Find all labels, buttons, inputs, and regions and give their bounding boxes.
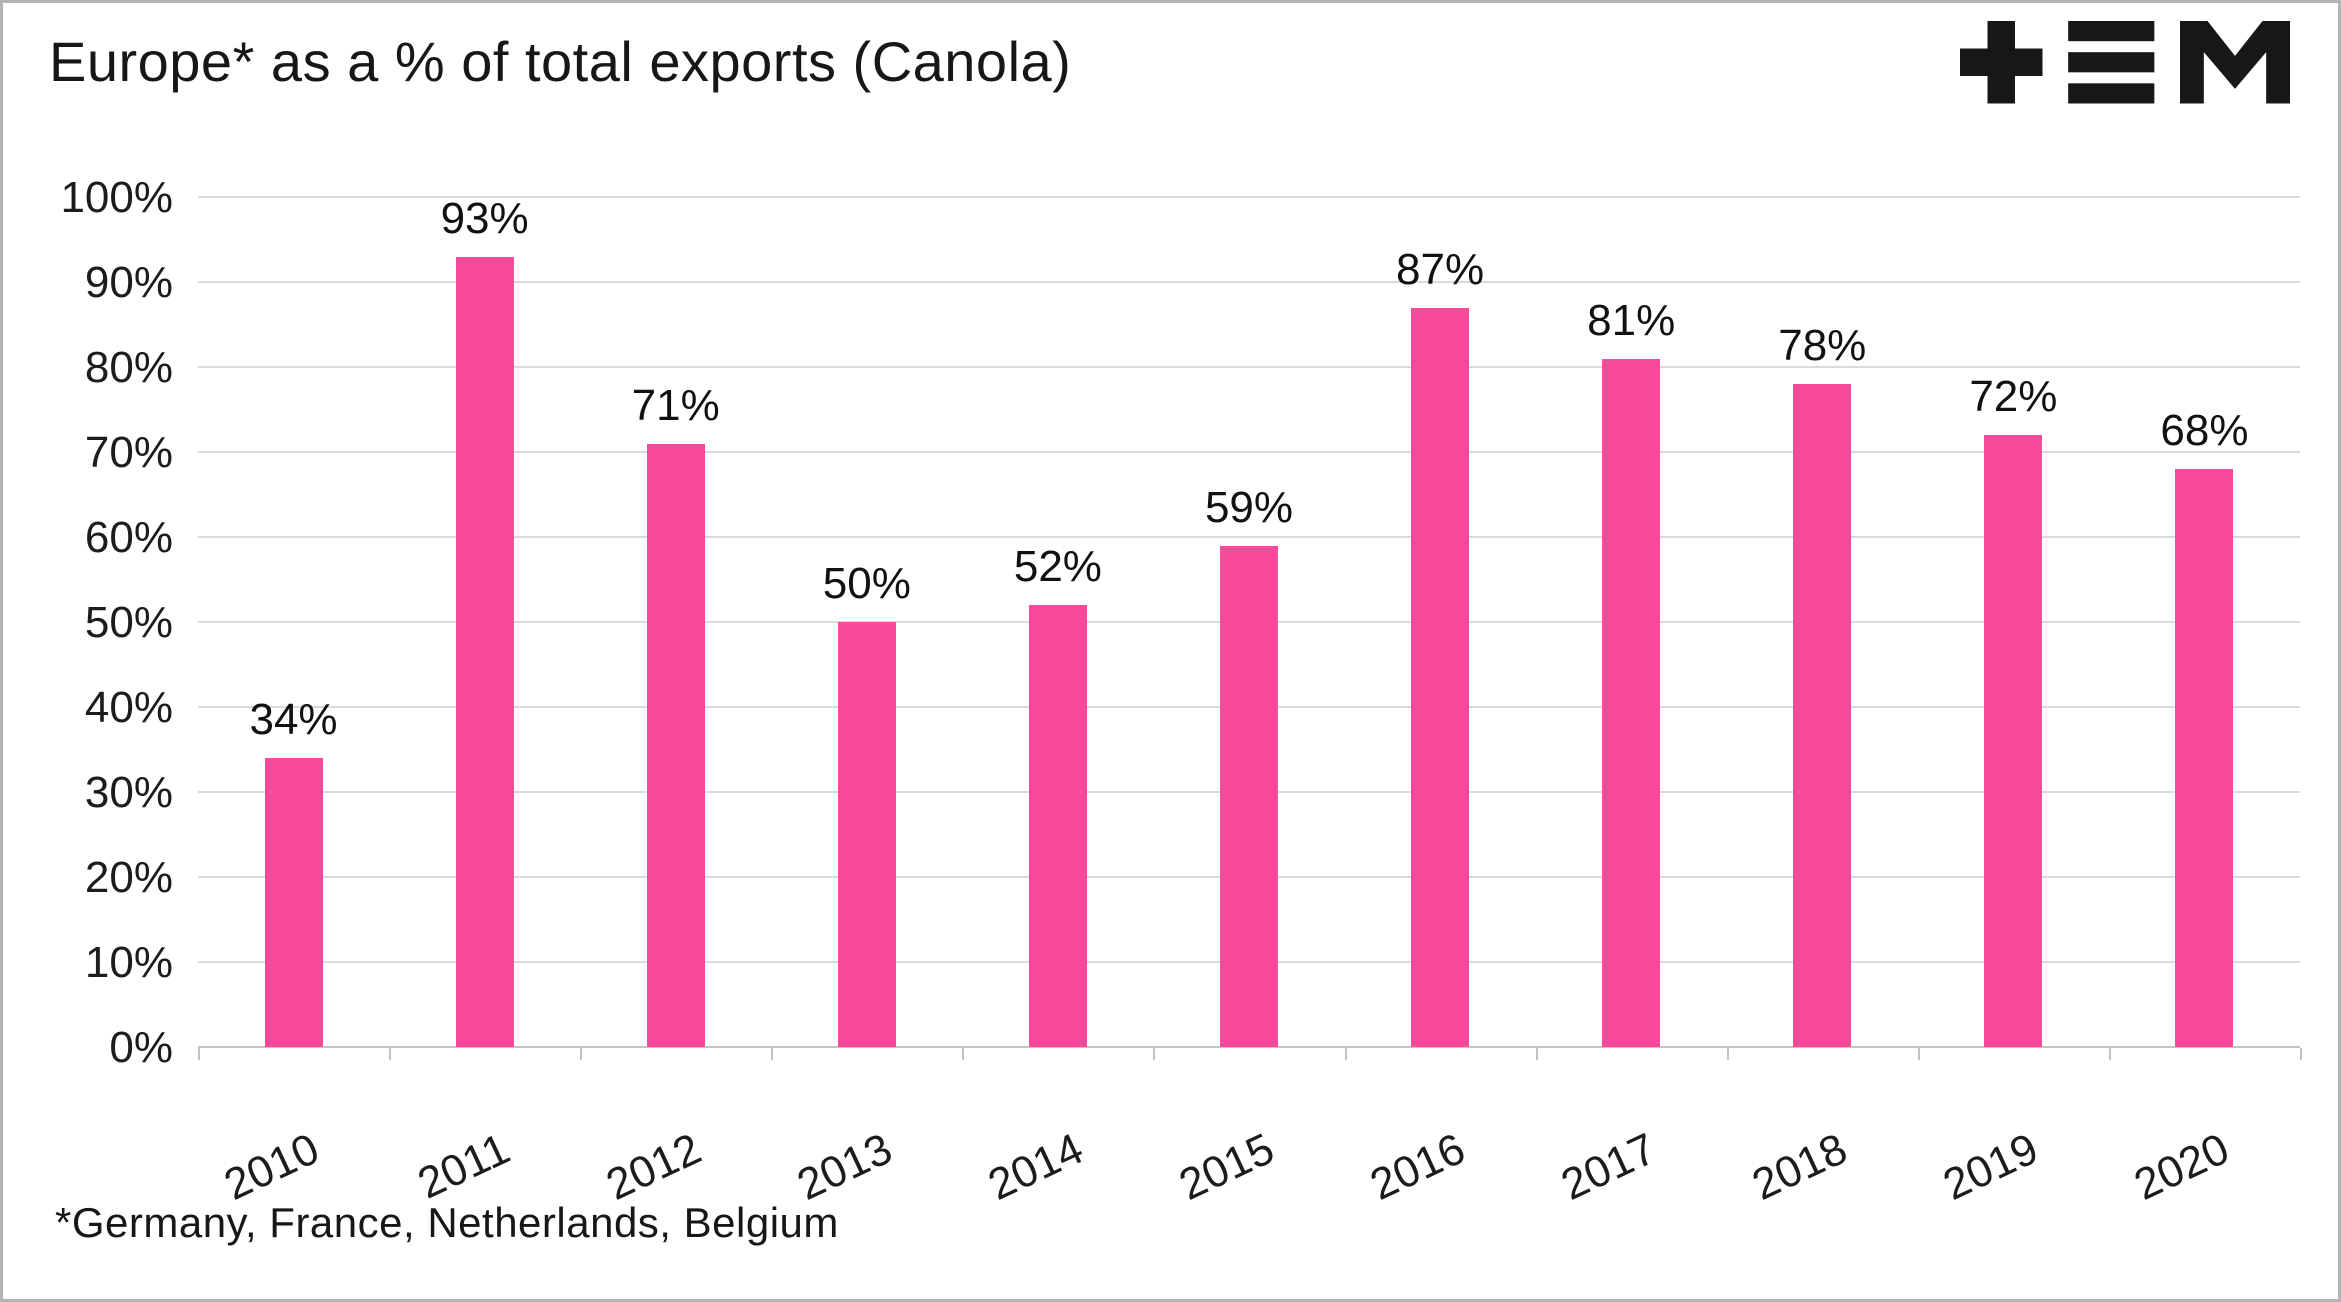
y-tick-label: 60% — [84, 513, 173, 562]
y-axis: 0% 10% 20% 30% 40% 50% 60% 70% 80% 90% 100% — [33, 173, 183, 1072]
value-label-2011: 93% — [440, 193, 529, 243]
value-label-2018: 78% — [1778, 321, 1867, 370]
x-tick-label-2017: 2017 — [1554, 1124, 1664, 1210]
y-tick-label: 0% — [109, 1023, 173, 1072]
x-tick-mark — [2300, 1048, 2302, 1060]
bar-2010 — [264, 758, 323, 1047]
x-tick-mark — [1917, 1048, 1920, 1060]
x-tick-label-2020: 2020 — [2127, 1124, 2237, 1210]
x-tick-mark — [1726, 1048, 1729, 1060]
value-label-2014: 52% — [1013, 542, 1102, 592]
value-label-2013: 50% — [822, 559, 911, 608]
x-tick-label-2012: 2012 — [598, 1124, 709, 1210]
value-label-2010: 34% — [249, 695, 338, 744]
x-tick-mark — [1153, 1048, 1156, 1060]
x-tick-mark — [1344, 1048, 1347, 1060]
x-tick-label-2015: 2015 — [1172, 1124, 1282, 1210]
bar-2015 — [1220, 545, 1278, 1047]
gridline — [198, 196, 2300, 198]
value-label-2015: 59% — [1204, 482, 1294, 532]
x-tick-mark — [580, 1048, 583, 1060]
gridline — [198, 451, 2300, 453]
gridline — [198, 281, 2300, 283]
bar-2011 — [455, 256, 514, 1047]
chart-footnote: *Germany, France, Netherlands, Belgium — [55, 1199, 839, 1246]
x-tick-label-2011: 2011 — [410, 1124, 517, 1209]
y-tick-label: 100% — [60, 173, 173, 222]
bar-2012 — [646, 443, 705, 1047]
x-tick-label-2018: 2018 — [1745, 1124, 1855, 1210]
bar-2017 — [1602, 358, 1661, 1047]
gridline — [198, 366, 2300, 368]
value-label-2017: 81% — [1587, 295, 1676, 345]
tem-logo-icon — [1960, 21, 2290, 104]
x-tick-mark — [389, 1048, 392, 1060]
x-tick-mark — [962, 1048, 965, 1060]
x-tick-label-2016: 2016 — [1363, 1124, 1473, 1210]
x-tick-label-2013: 2013 — [789, 1124, 900, 1210]
value-label-2016: 87% — [1396, 244, 1485, 294]
x-tick-mark — [1535, 1048, 1538, 1060]
y-tick-label: 70% — [84, 428, 173, 477]
y-tick-label: 80% — [84, 343, 173, 392]
chart-title: Europe* as a % of total exports (Canola) — [49, 30, 1072, 93]
x-tick-label-2014: 2014 — [980, 1124, 1091, 1210]
y-tick-label: 90% — [84, 258, 173, 307]
y-tick-label: 40% — [84, 683, 173, 732]
bar-2020 — [2175, 469, 2234, 1047]
x-tick-mark — [198, 1048, 200, 1060]
y-tick-label: 50% — [84, 598, 173, 647]
plot-area: 34% 93% 71% 50% 52% 59% 87% 81% 78% 72% 68% — [198, 194, 2302, 1060]
bar-2013 — [837, 622, 896, 1047]
x-tick-mark — [771, 1048, 774, 1060]
value-label-2020: 68% — [2160, 406, 2249, 455]
y-tick-label: 20% — [84, 853, 173, 902]
x-tick-label-2019: 2019 — [1936, 1124, 2046, 1210]
y-tick-label: 30% — [84, 768, 173, 817]
bar-2016 — [1411, 307, 1470, 1047]
x-axis: 2010 2011 2012 2013 2014 2015 2016 2017 2018 2019… — [198, 1048, 2300, 1210]
bar-2014 — [1028, 605, 1087, 1047]
bar-2019 — [1984, 435, 2043, 1047]
x-axis-line — [198, 1046, 2300, 1048]
value-label-2012: 71% — [631, 380, 720, 430]
x-tick-mark — [2108, 1048, 2111, 1060]
bar-2018 — [1793, 384, 1852, 1047]
gridline — [198, 536, 2300, 538]
value-label-2019: 72% — [1969, 372, 2058, 421]
y-tick-label: 10% — [84, 938, 173, 987]
x-tick-label-2010: 2010 — [216, 1124, 326, 1210]
